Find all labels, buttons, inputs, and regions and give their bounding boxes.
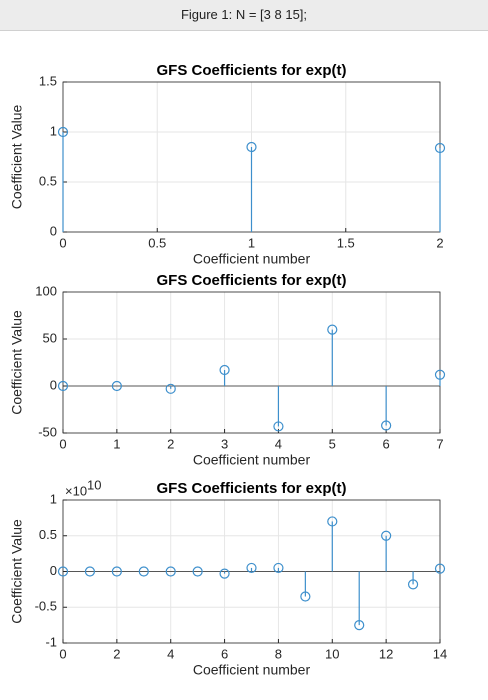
y-tick-label: 0	[50, 563, 57, 578]
x-tick-label: 12	[379, 646, 393, 661]
x-tick-label: 0	[59, 436, 66, 451]
stem-marker	[434, 563, 446, 574]
axes-background	[63, 292, 440, 433]
chart-title: GFS Coefficients for exp(t)	[156, 62, 346, 79]
stem-marker	[434, 369, 446, 380]
y-tick-label: 0.5	[39, 527, 57, 542]
stem-marker	[219, 568, 230, 579]
stem-marker	[407, 579, 419, 590]
stem-marker	[300, 591, 311, 602]
x-tick-label: 1.5	[337, 235, 355, 250]
stem-marker	[434, 142, 446, 154]
stem-marker	[165, 383, 176, 394]
y-tick-label: 1	[50, 123, 57, 138]
y-tick-label: 0.5	[39, 173, 57, 188]
x-tick-label: 14	[433, 646, 447, 661]
figure: 0 0.5 1 1.5 0 0.5 1 1.5 2 GFS Coefficients for ex…	[0, 31, 488, 700]
x-tick-label: 8	[275, 646, 282, 661]
y-tick-label: 0	[50, 377, 57, 392]
stem-marker	[219, 364, 230, 376]
stem-marker	[192, 566, 203, 577]
x-tick-label: 6	[221, 646, 228, 661]
x-tick-label: 2	[436, 235, 443, 250]
stem-marker	[381, 530, 392, 541]
stem-marker	[84, 566, 96, 577]
stem-marker	[381, 420, 392, 431]
stem-marker	[138, 566, 149, 577]
x-tick-label: 1	[113, 436, 120, 451]
x-axis-label: Coefficient number	[193, 662, 311, 678]
y-axis-label: Coefficient Value	[9, 519, 25, 624]
y-tick-label: 1	[50, 491, 57, 506]
y-tick-label: 1.5	[39, 73, 57, 88]
window-title: Figure 1: N = [3 8 15];	[0, 0, 488, 31]
axes-box	[62, 291, 441, 434]
x-tick-label: 10	[325, 646, 339, 661]
x-tick-label: 2	[167, 436, 174, 451]
x-tick-label: 7	[436, 436, 443, 451]
stem-marker	[57, 380, 69, 392]
y-scale-exponent: 10	[87, 477, 101, 492]
stem-marker	[273, 421, 284, 432]
y-tick-label: -50	[38, 424, 57, 439]
stem-marker	[354, 620, 365, 631]
x-tick-label: 5	[329, 436, 336, 451]
stem-marker	[111, 380, 122, 392]
y-tick-label: 50	[43, 330, 57, 345]
x-tick-label: 3	[221, 436, 228, 451]
chart-title: GFS Coefficients for exp(t)	[156, 272, 346, 289]
y-axis-label: Coefficient Value	[9, 310, 25, 415]
y-tick-label: -1	[45, 634, 57, 649]
x-tick-label: 0	[59, 235, 66, 250]
chart-title: GFS Coefficients for exp(t)	[156, 480, 346, 497]
x-tick-label: 6	[383, 436, 390, 451]
stem-marker	[273, 562, 284, 574]
y-tick-label: 0	[50, 223, 57, 238]
x-tick-label: 4	[167, 646, 174, 661]
y-tick-label: -0.5	[35, 599, 57, 614]
stem-marker	[57, 566, 69, 577]
x-tick-label: 1	[248, 235, 255, 250]
stem-marker	[246, 141, 257, 153]
y-tick-label: 100	[35, 283, 57, 298]
x-axis-label: Coefficient number	[193, 251, 311, 267]
x-tick-label: 4	[275, 436, 282, 451]
stem-marker	[327, 516, 338, 527]
stem-marker	[165, 566, 176, 577]
y-scale-base: ×10	[65, 483, 87, 498]
stem-marker	[111, 566, 122, 577]
x-tick-label: 0.5	[148, 235, 166, 250]
stem-marker	[327, 324, 338, 335]
x-tick-label: 2	[113, 646, 120, 661]
x-tick-label: 0	[59, 646, 66, 661]
stem-marker	[57, 126, 69, 138]
x-axis-label: Coefficient number	[193, 452, 311, 468]
y-axis-label: Coefficient Value	[9, 105, 25, 210]
stem-marker	[246, 562, 257, 574]
